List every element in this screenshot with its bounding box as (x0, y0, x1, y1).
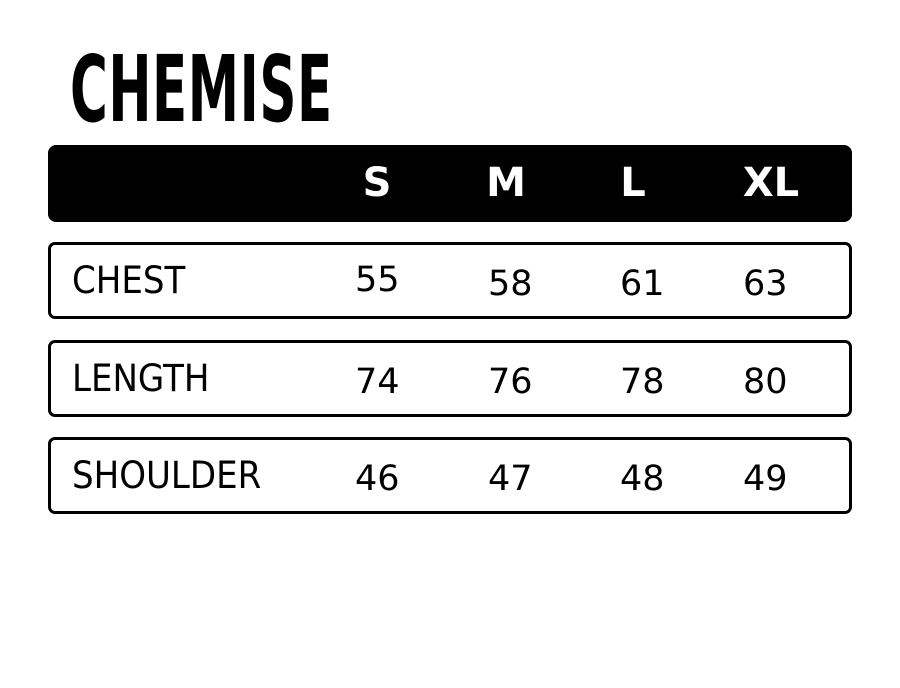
cell-value: 80 (743, 362, 788, 402)
cell-value: 55 (355, 260, 400, 300)
table-row-chest: CHEST 55 58 61 63 (48, 242, 852, 319)
cell-value: 46 (355, 459, 400, 499)
cell-value: 49 (743, 459, 788, 499)
row-label: SHOULDER (72, 454, 262, 497)
cell-value: 63 (743, 264, 788, 304)
cell-value: 47 (488, 459, 533, 499)
size-header-l: L (620, 160, 646, 206)
table-row-shoulder: SHOULDER 46 47 48 49 (48, 437, 852, 514)
cell-value: 76 (488, 362, 533, 402)
cell-value: 61 (620, 264, 665, 304)
table-row-length: LENGTH 74 76 78 80 (48, 340, 852, 417)
cell-value: 78 (620, 362, 665, 402)
cell-value: 58 (488, 264, 533, 304)
size-header-bar: S M L XL (48, 145, 852, 222)
size-header-m: M (486, 160, 526, 206)
size-header-xl: XL (742, 160, 800, 206)
cell-value: 48 (620, 459, 665, 499)
cell-value: 74 (355, 362, 400, 402)
page-title: CHEMISE (70, 36, 333, 143)
size-header-s: S (362, 160, 392, 206)
row-label: LENGTH (72, 357, 210, 400)
row-label: CHEST (72, 259, 186, 302)
